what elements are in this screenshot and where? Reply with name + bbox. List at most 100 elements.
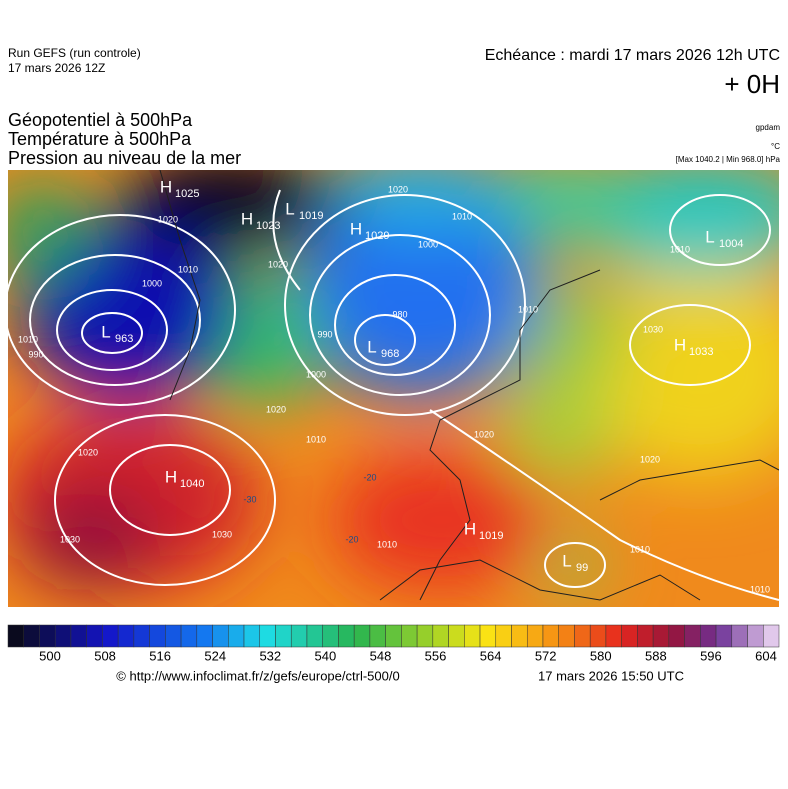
colorbar-swatch	[23, 624, 40, 648]
colorbar-swatch	[338, 624, 355, 648]
colorbar-swatch	[133, 624, 150, 648]
colorbar-swatch	[605, 624, 622, 648]
colorbar-swatch	[637, 624, 654, 648]
center-symbol: L	[101, 322, 110, 341]
coastlines	[159, 170, 779, 601]
colorbar-tick-label: 532	[259, 648, 281, 663]
center-symbol: H	[674, 335, 686, 354]
colorbar-swatch	[180, 624, 198, 648]
colorbar-swatch	[479, 624, 497, 648]
source: © http://www.infoclimat.fr/z/gefs/europe…	[116, 668, 399, 683]
colorbar-swatch	[652, 624, 670, 648]
isobar-label: 1020	[388, 184, 408, 194]
colorbar-swatch	[102, 624, 119, 648]
temperature-label: -20	[345, 534, 358, 544]
center-symbol: L	[285, 199, 294, 218]
center-value: 1040	[180, 478, 204, 490]
field-title: Température à 500hPa	[8, 129, 192, 149]
colorbar-swatch	[306, 624, 323, 648]
center-symbol: H	[241, 209, 253, 228]
colorbar-swatch	[39, 624, 56, 648]
isobar-label: 1010	[518, 304, 538, 314]
temperature-label: -20	[363, 472, 376, 482]
isobar-label: 1020	[78, 447, 98, 457]
isobar-label: 1010	[306, 434, 326, 444]
colorbar-swatch	[684, 624, 701, 648]
colorbar-swatch	[574, 624, 591, 648]
colorbar-tick-label: 548	[370, 648, 392, 663]
center-value: 1033	[689, 346, 713, 358]
colorbar-swatch	[54, 624, 72, 648]
isobar-label: 1020	[640, 454, 660, 464]
colorbar-swatch	[526, 624, 544, 648]
colorbar-swatch	[196, 624, 213, 648]
colorbar-swatch	[86, 624, 103, 648]
center-symbol: L	[562, 551, 571, 570]
isobars	[8, 189, 779, 601]
center-value: 1029	[365, 230, 389, 242]
center-symbol: L	[367, 337, 376, 356]
colorbar-swatch	[448, 624, 465, 648]
run-date: 17 mars 2026 12Z	[8, 61, 105, 75]
colorbar-tick-label: 500	[39, 648, 61, 663]
isobar-label: 1020	[474, 429, 494, 439]
isobar-label: 1020	[266, 404, 286, 414]
colorbar-swatch	[558, 624, 575, 648]
isobar-label: 1030	[60, 534, 80, 544]
center-symbol: H	[350, 219, 362, 238]
colorbar-swatch	[275, 624, 292, 648]
colorbar-swatch	[212, 624, 229, 648]
colorbar-tick-label: 508	[94, 648, 116, 663]
unit-label: °C	[771, 142, 780, 151]
colorbar-swatch	[747, 624, 764, 648]
center-value: 1023	[256, 220, 280, 232]
colorbar-swatch	[322, 624, 339, 648]
isobar-label: 1030	[643, 324, 663, 334]
echeance: Echéance : mardi 17 mars 2026 12h UTC	[485, 47, 780, 64]
colorbar-swatch	[763, 624, 780, 648]
isobar-label: 1000	[418, 239, 438, 249]
colorbar-tick-label: 580	[590, 648, 612, 663]
center-value: 1019	[299, 210, 323, 222]
colorbar-tick-label: 556	[425, 648, 447, 663]
field-title: Pression au niveau de la mer	[8, 148, 241, 168]
center-symbol: H	[165, 467, 177, 486]
isobar-label: 1000	[306, 369, 326, 379]
colorbar-swatch	[731, 624, 748, 648]
center-value: 968	[381, 348, 399, 360]
colorbar-swatch	[259, 624, 276, 648]
colorbar-swatch	[589, 624, 607, 648]
isobar-label: 980	[392, 309, 407, 319]
colorbar-tick-label: 524	[204, 648, 226, 663]
isobar-label: 1020	[158, 214, 178, 224]
isobar-label: 1000	[142, 278, 162, 288]
colorbar-swatch	[165, 624, 182, 648]
colorbar-swatch	[353, 624, 371, 648]
center-value: 1025	[175, 188, 199, 200]
unit-label: gpdam	[756, 123, 781, 132]
colorbar-swatch	[243, 624, 261, 648]
colorbar-swatch	[432, 624, 449, 648]
offset: + 0H	[724, 69, 780, 99]
field-title: Géopotentiel à 500hPa	[8, 110, 193, 130]
isobar-label: 1010	[630, 544, 650, 554]
colorbar-swatch	[464, 624, 481, 648]
colorbar-swatch	[542, 624, 559, 648]
isobar-label: 1030	[212, 529, 232, 539]
center-symbol: H	[464, 519, 476, 538]
colorbar-swatch	[7, 624, 24, 648]
colorbar-swatch	[228, 624, 245, 648]
center-value: 963	[115, 333, 133, 345]
isobar-label: 1020	[268, 259, 288, 269]
center-value: 99	[576, 562, 588, 574]
colorbar-tick-label: 604	[755, 648, 777, 663]
temperature-label: -30	[243, 494, 256, 504]
colorbar-swatch	[495, 624, 512, 648]
colorbar-swatch	[290, 624, 308, 648]
colorbar-swatch	[369, 624, 386, 648]
colorbar-tick-label: 516	[149, 648, 171, 663]
isobar-label: 1010	[377, 539, 397, 549]
colorbar-tick-label: 540	[315, 648, 337, 663]
